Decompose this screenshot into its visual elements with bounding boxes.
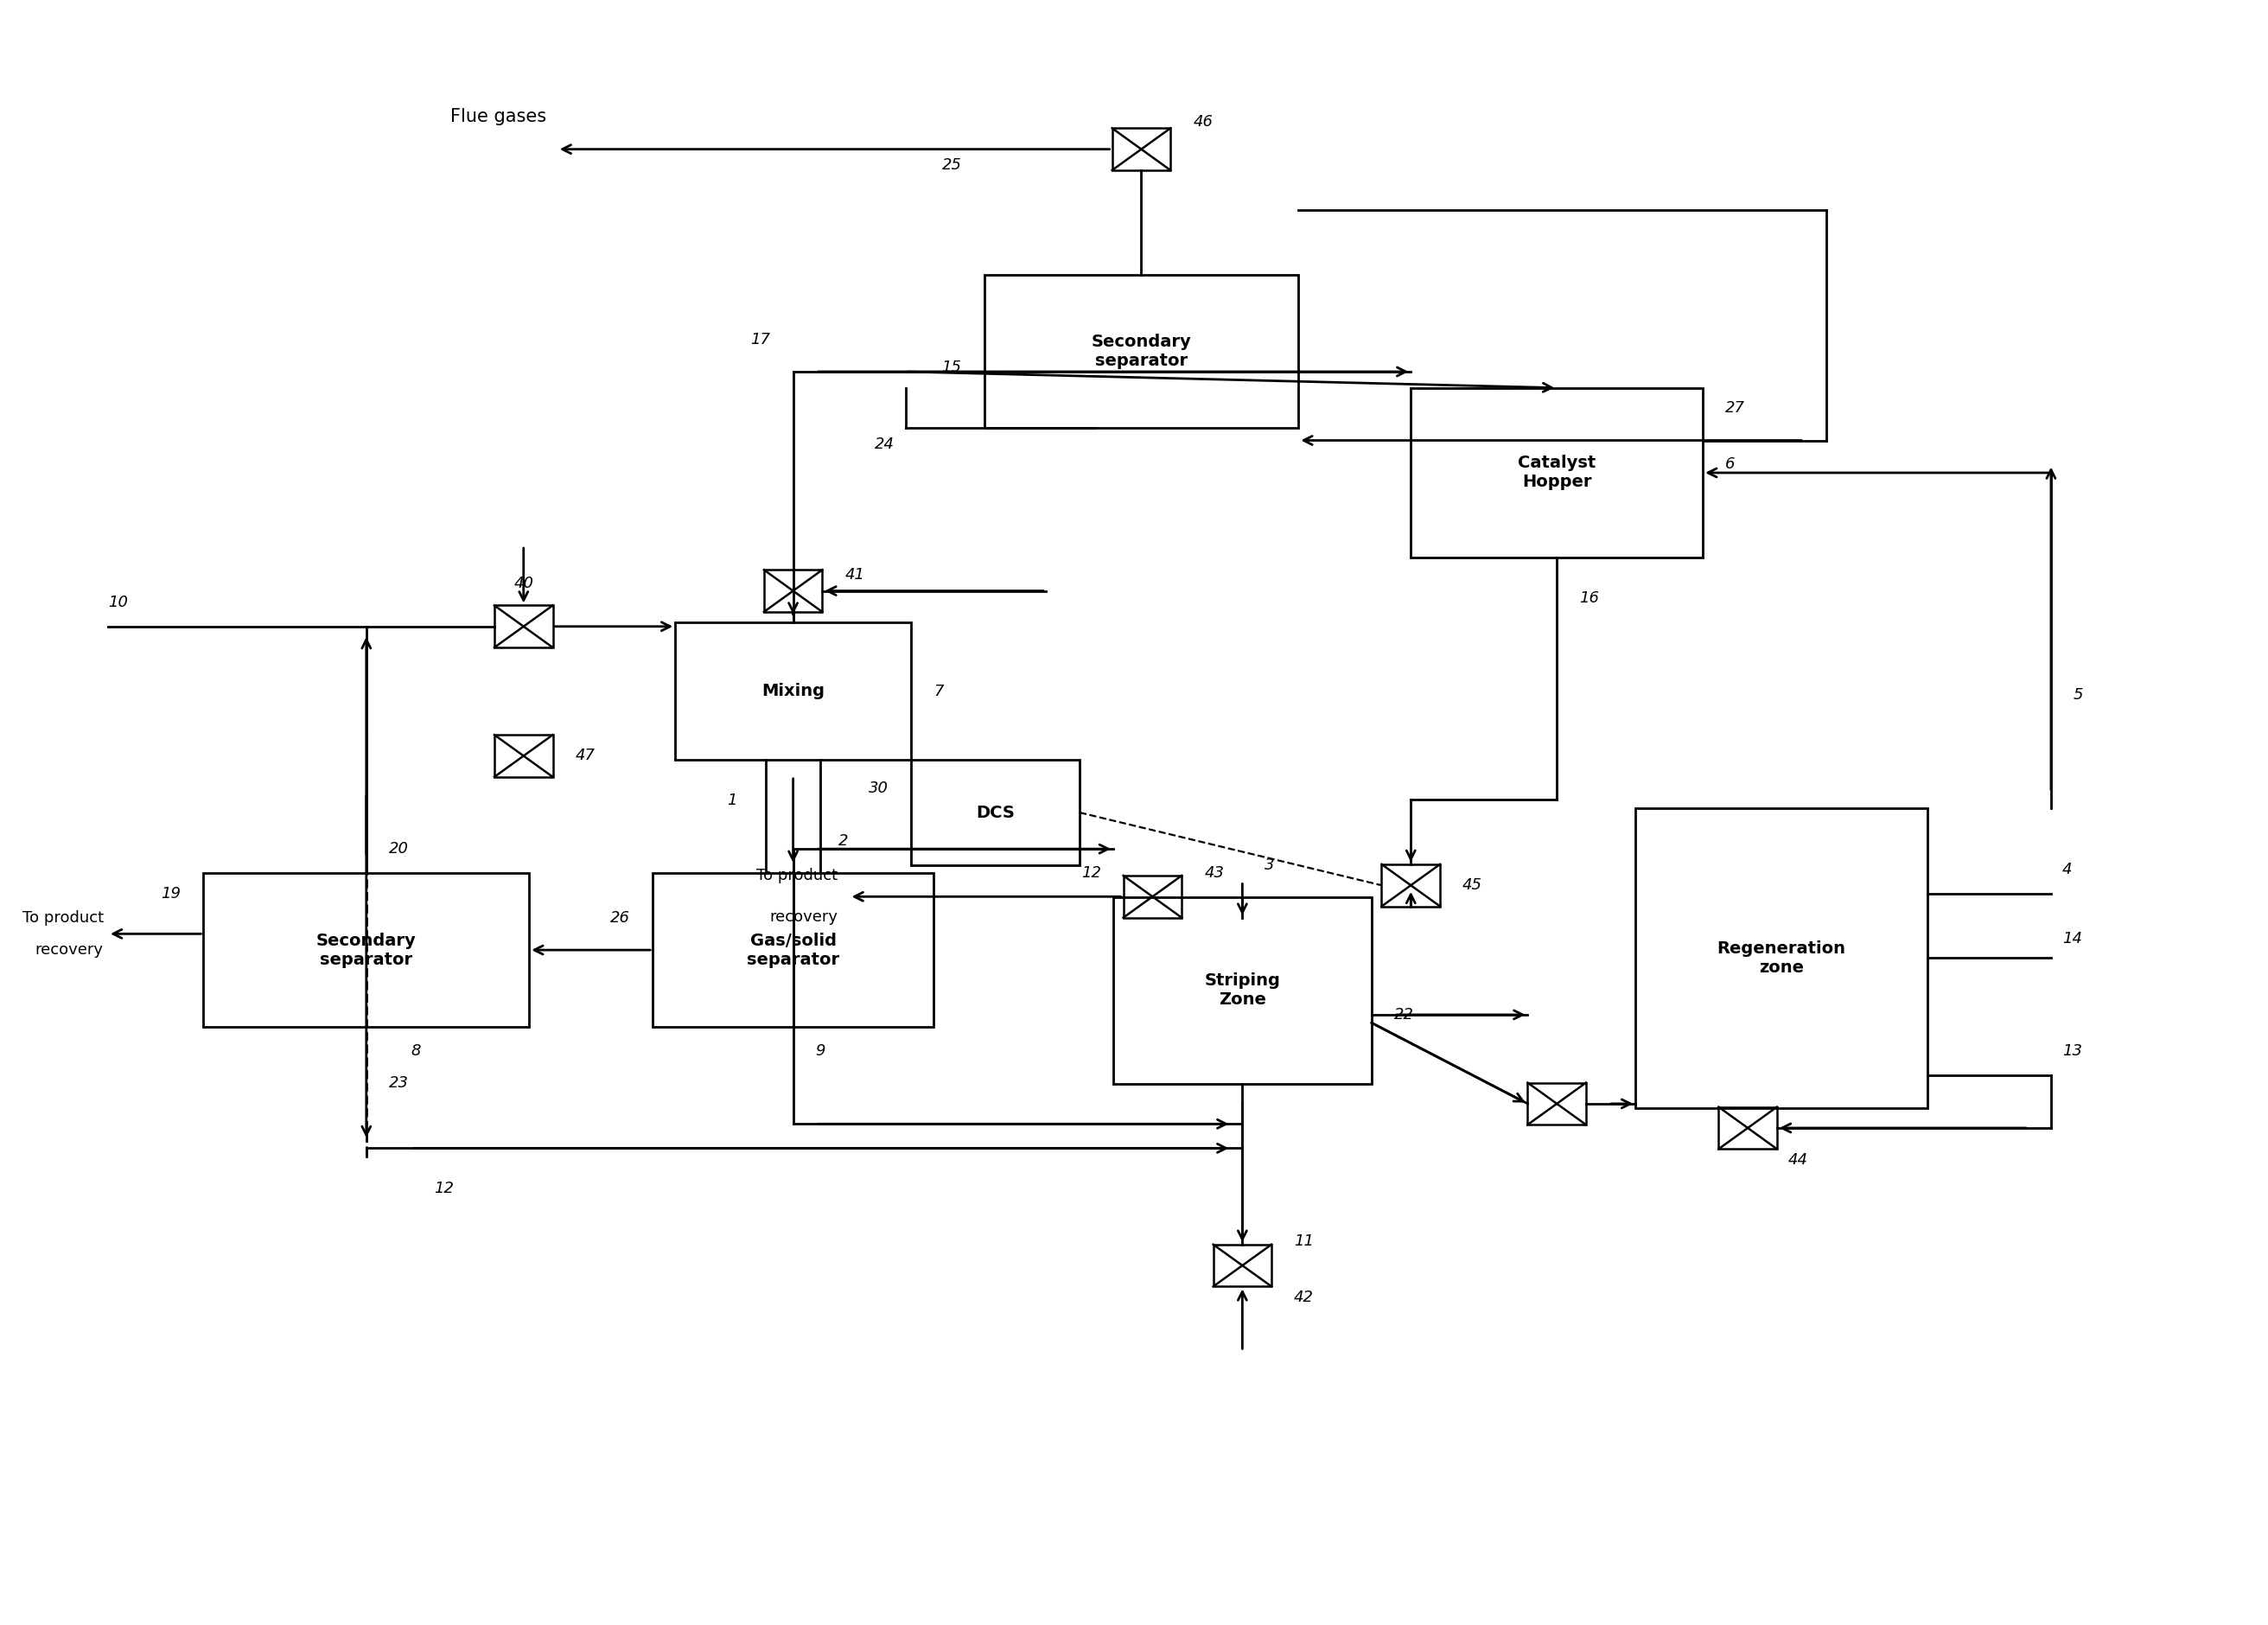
Bar xyxy=(1111,128,1170,171)
Bar xyxy=(1381,865,1440,907)
Text: 30: 30 xyxy=(869,780,889,796)
Text: 25: 25 xyxy=(941,158,962,174)
Text: 44: 44 xyxy=(1787,1152,1808,1168)
Text: Flue gases: Flue gases xyxy=(449,107,547,125)
Text: 15: 15 xyxy=(941,359,962,375)
Text: 45: 45 xyxy=(1463,878,1483,894)
Text: To product: To product xyxy=(23,910,104,926)
Text: 16: 16 xyxy=(1579,590,1599,606)
Text: 7: 7 xyxy=(934,684,943,699)
Text: 23: 23 xyxy=(388,1076,408,1090)
Text: 46: 46 xyxy=(1193,114,1213,130)
Text: 22: 22 xyxy=(1395,1006,1413,1022)
Bar xyxy=(1635,809,1928,1108)
Text: 47: 47 xyxy=(576,748,594,764)
Text: 12: 12 xyxy=(433,1180,454,1196)
Bar xyxy=(764,570,823,613)
Text: recovery: recovery xyxy=(769,910,839,925)
Text: 42: 42 xyxy=(1295,1290,1313,1305)
Bar xyxy=(1411,388,1703,557)
Text: 43: 43 xyxy=(1204,865,1225,881)
Bar xyxy=(494,606,553,647)
Text: 27: 27 xyxy=(1726,401,1744,416)
Text: 9: 9 xyxy=(816,1043,826,1058)
Text: Secondary
separator: Secondary separator xyxy=(1091,333,1191,369)
Text: 12: 12 xyxy=(1082,865,1100,881)
Text: 1: 1 xyxy=(728,793,737,808)
Bar xyxy=(1123,876,1182,918)
Bar xyxy=(676,622,912,761)
Text: To product: To product xyxy=(758,868,839,884)
Text: 2: 2 xyxy=(839,834,848,848)
Text: 24: 24 xyxy=(875,437,894,452)
Text: 17: 17 xyxy=(751,332,771,348)
Text: Striping
Zone: Striping Zone xyxy=(1204,973,1281,1008)
Text: Catalyst
Hopper: Catalyst Hopper xyxy=(1517,455,1597,491)
Text: Gas/solid
separator: Gas/solid separator xyxy=(746,933,839,969)
Text: recovery: recovery xyxy=(36,942,104,957)
Bar xyxy=(1213,1245,1272,1287)
Text: 20: 20 xyxy=(388,842,408,856)
Bar xyxy=(912,761,1080,865)
Text: 11: 11 xyxy=(1295,1233,1313,1250)
Text: 5: 5 xyxy=(2073,687,2084,704)
Text: 10: 10 xyxy=(109,595,127,611)
Bar xyxy=(653,873,934,1027)
Text: 8: 8 xyxy=(411,1043,422,1058)
Text: 26: 26 xyxy=(610,910,631,926)
Text: 13: 13 xyxy=(2062,1043,2082,1060)
Bar xyxy=(494,734,553,777)
Text: Mixing: Mixing xyxy=(762,682,826,699)
Text: 41: 41 xyxy=(844,567,864,583)
Text: Secondary
separator: Secondary separator xyxy=(315,933,417,969)
Text: 40: 40 xyxy=(513,575,533,592)
Text: 4: 4 xyxy=(2062,861,2073,878)
Bar xyxy=(1719,1107,1776,1149)
Bar xyxy=(1529,1082,1585,1124)
Text: Regeneration
zone: Regeneration zone xyxy=(1717,941,1846,977)
Bar xyxy=(984,275,1300,429)
Bar xyxy=(1114,897,1372,1084)
Text: 14: 14 xyxy=(2062,931,2082,946)
Bar xyxy=(204,873,528,1027)
Text: 3: 3 xyxy=(1266,858,1275,873)
Text: 6: 6 xyxy=(1726,457,1735,473)
Text: DCS: DCS xyxy=(975,804,1014,821)
Text: 19: 19 xyxy=(161,886,181,902)
